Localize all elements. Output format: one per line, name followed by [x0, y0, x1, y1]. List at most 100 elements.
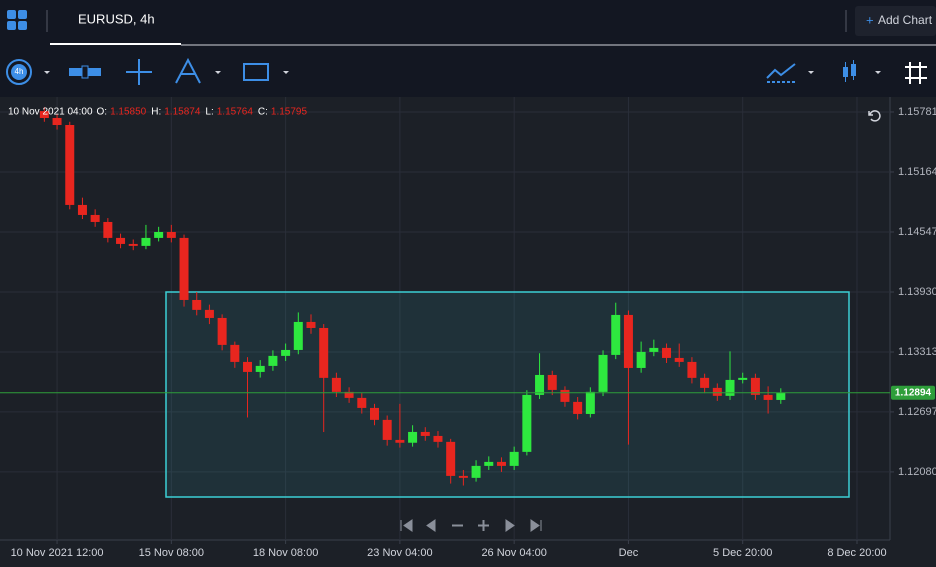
tool-crosshair[interactable]: [126, 59, 152, 85]
caret: [44, 71, 50, 74]
candle-body: [357, 397, 367, 408]
tool-rectangle[interactable]: [243, 63, 289, 81]
candle-body: [484, 461, 494, 466]
candle-body: [420, 431, 430, 436]
interval-button[interactable]: 4h: [6, 59, 50, 85]
candle-body: [103, 221, 113, 238]
y-tick-label: 1.13930: [898, 286, 936, 298]
x-tick-label: 8 Dec 20:00: [827, 547, 886, 559]
candle-body: [116, 237, 126, 244]
icon: [81, 65, 89, 79]
candle-body: [230, 344, 240, 362]
y-tick-label: 1.12080: [898, 466, 936, 478]
candle-body: [293, 321, 303, 350]
refresh-icon[interactable]: [868, 110, 881, 122]
candle-body: [725, 379, 735, 396]
y-tick-label: 1.13313: [898, 346, 936, 358]
candle-body: [319, 327, 329, 378]
candle-body: [344, 391, 354, 398]
candle-body: [649, 347, 659, 352]
candle-body: [700, 377, 710, 388]
caret: [875, 71, 881, 74]
candle-body: [458, 475, 468, 478]
candle-body: [560, 389, 570, 402]
icon: [243, 63, 269, 81]
candle-body: [243, 361, 253, 372]
x-tick-label: 26 Nov 04:00: [481, 547, 546, 559]
tool-fib[interactable]: [175, 57, 221, 84]
rectangle-drawing[interactable]: [165, 291, 850, 498]
candle-body: [90, 214, 100, 222]
interval-label: 4h: [15, 67, 24, 76]
candle-body: [611, 314, 621, 355]
nav-forward[interactable]: [505, 519, 515, 532]
candle-body: [141, 237, 151, 246]
y-tick-label: 1.15781: [898, 106, 936, 118]
toolbar: [0, 46, 936, 96]
x-tick-label: 5 Dec 20:00: [713, 547, 772, 559]
caret: [283, 71, 289, 74]
ohlc-legend: 10 Nov 2021 04:00 O: 1.15850 H: 1.15874 L: 1.1…: [8, 107, 307, 118]
candle-body: [395, 439, 405, 443]
chart-pane: [0, 97, 936, 567]
candle-body: [674, 357, 684, 362]
candle-body: [712, 387, 722, 396]
x-tick-label: 10 Nov 2021 12:00: [11, 547, 104, 559]
nav-start[interactable]: [400, 519, 413, 532]
candle-body: [369, 407, 379, 420]
candle-body: [268, 355, 278, 366]
candle-body: [598, 354, 608, 392]
candle-body: [408, 431, 418, 443]
add-chart-button[interactable]: + Add Chart: [855, 6, 936, 36]
y-tick-label: 1.15164: [898, 166, 936, 178]
nav-back[interactable]: [426, 519, 436, 532]
icon: [845, 60, 854, 82]
y-tick-label: 1.12697: [898, 406, 936, 418]
candle-body: [623, 314, 633, 368]
candle-body: [382, 419, 392, 440]
candle-body: [154, 231, 164, 238]
candle-body: [306, 321, 316, 328]
zoom-in[interactable]: [478, 520, 489, 531]
candle-body: [39, 111, 49, 118]
candle-body: [776, 392, 786, 400]
interval-ring: [6, 59, 32, 85]
grid-toggle[interactable]: [905, 62, 927, 84]
candle-body: [217, 317, 227, 345]
candle-body: [281, 349, 291, 356]
candle-body: [662, 347, 672, 358]
caret: [808, 71, 814, 74]
ohlc-date: 10 Nov 2021 04:00: [8, 107, 93, 118]
apps-button[interactable]: [7, 10, 27, 30]
top-bar: [0, 0, 936, 46]
current-price-badge: [891, 385, 935, 400]
candle-body: [52, 117, 62, 125]
ohlc-key: C:: [258, 107, 268, 118]
candle-body: [535, 374, 545, 395]
button-label: Add Chart: [878, 13, 933, 27]
ohlc-value: 1.15795: [271, 107, 308, 118]
plus-icon: +: [866, 12, 874, 27]
nav-end[interactable]: [530, 519, 542, 532]
chart-tab[interactable]: EURUSD, 4h: [78, 11, 155, 26]
ohlc-value: 1.15874: [164, 107, 201, 118]
candle-body: [471, 465, 481, 478]
candle-body: [636, 351, 646, 368]
candle-body: [255, 365, 265, 372]
ohlc-key: H:: [151, 107, 161, 118]
x-tick-label: 18 Nov 08:00: [253, 547, 318, 559]
candle-body: [192, 299, 202, 310]
button-bg: [855, 6, 936, 36]
chart-type-button[interactable]: [843, 60, 881, 82]
candles: [39, 107, 786, 486]
candle-body: [750, 377, 760, 395]
x-tick-label: 15 Nov 08:00: [139, 547, 204, 559]
current-price-label: 1.12894: [895, 387, 932, 398]
candle-body: [166, 231, 176, 238]
indicators-button[interactable]: [766, 63, 814, 83]
candle-body: [687, 361, 697, 378]
candle-body: [65, 124, 75, 205]
navigation-buttons: [400, 519, 542, 532]
candle-body: [738, 377, 748, 380]
tool-measure[interactable]: [69, 65, 101, 79]
